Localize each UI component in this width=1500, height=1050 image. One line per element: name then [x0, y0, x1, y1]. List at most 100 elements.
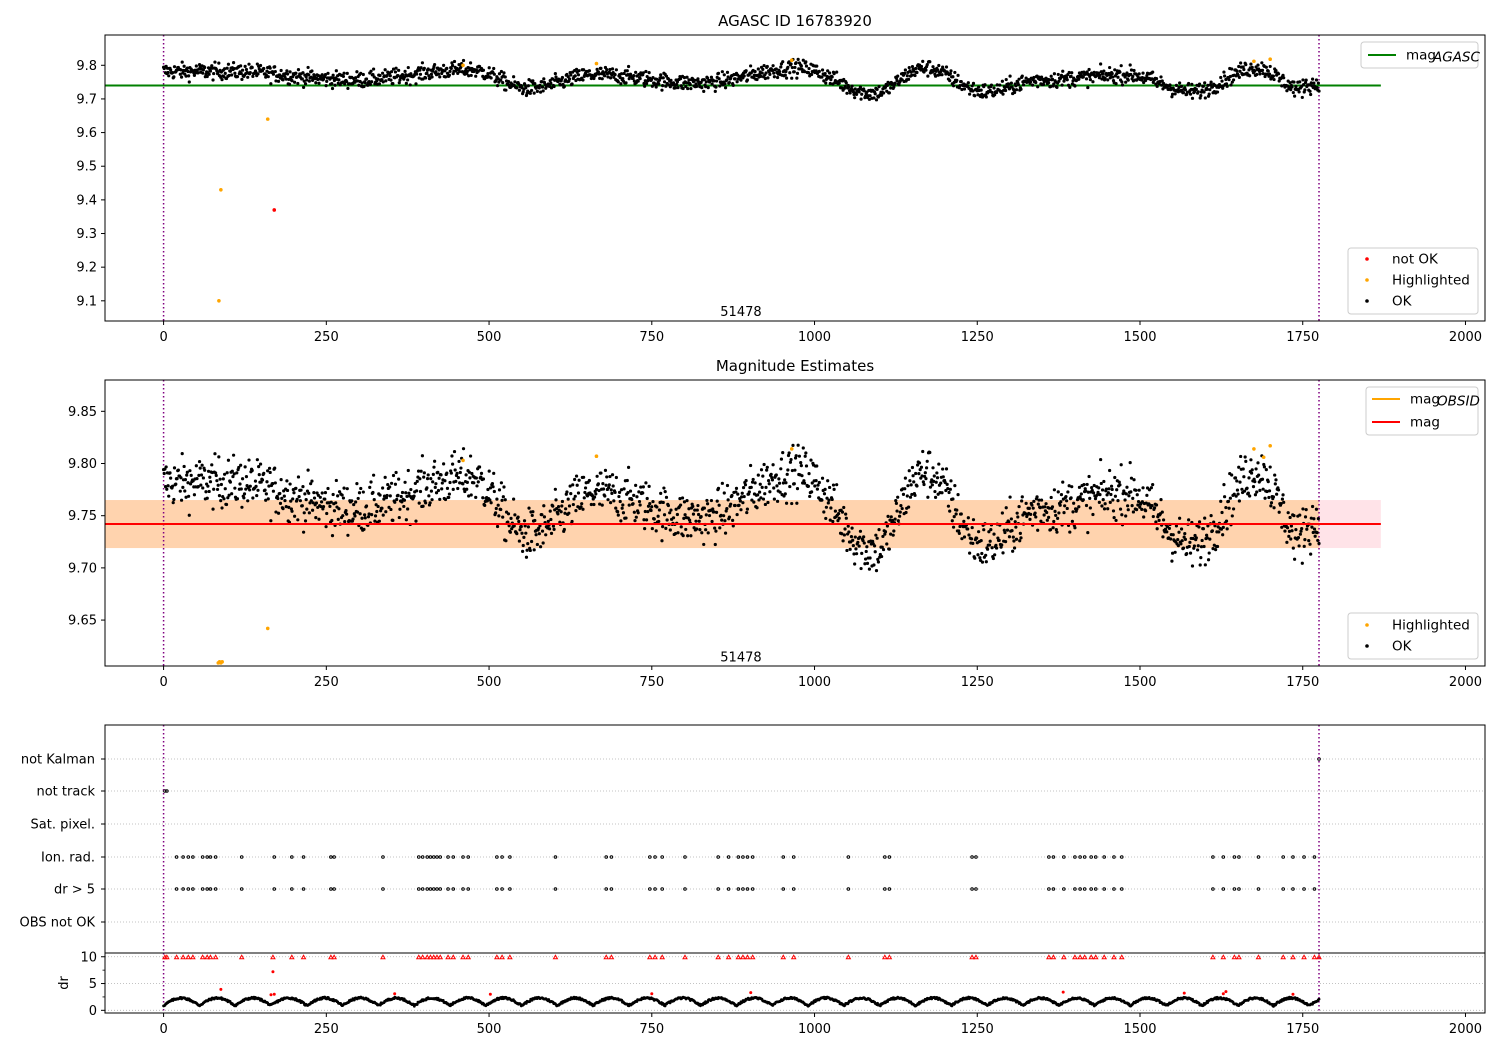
mid-ok-point — [451, 487, 455, 491]
mid-ok-point — [875, 536, 879, 540]
mid-ok-point — [340, 493, 344, 497]
mid-ok-point — [458, 481, 462, 485]
mid-ok-point — [711, 507, 715, 511]
mid-ok-point — [778, 490, 782, 494]
top-ok-point — [1219, 75, 1223, 80]
top-ok-point — [468, 61, 473, 65]
mid-ok-point — [1069, 496, 1073, 500]
mid-ok-point — [426, 473, 430, 477]
mid-ok-point — [790, 468, 794, 473]
top-ok-point — [1103, 76, 1107, 80]
mid-ok-point — [1235, 488, 1240, 492]
top-ok-point — [1293, 94, 1297, 98]
mid-ok-point — [1228, 496, 1232, 500]
top-ok-point — [1098, 73, 1102, 77]
top-highlighted-point — [1268, 57, 1272, 62]
mid-ok-point — [1044, 502, 1048, 506]
mid-ok-point — [1103, 502, 1107, 506]
mid-ok-point — [346, 533, 350, 537]
mid-ok-point — [1179, 527, 1184, 531]
mid-ok-point — [868, 556, 872, 560]
top-ok-point — [1285, 89, 1289, 93]
mid-ok-point — [501, 495, 505, 499]
top-ok-point — [562, 84, 566, 89]
mid-ok-point — [367, 512, 371, 516]
mid-ok-point — [1282, 500, 1286, 504]
mid-ok-point — [1191, 536, 1195, 541]
flag-point — [1051, 855, 1056, 859]
mid-ok-point — [299, 488, 303, 492]
mid-ok-point — [512, 524, 516, 528]
top-ok-point — [381, 80, 385, 84]
top-ok-point — [909, 70, 913, 74]
top-ok-point — [1016, 83, 1021, 87]
mid-ok-point — [675, 512, 679, 517]
mid-ok-point — [271, 482, 275, 486]
mid-ok-point — [643, 527, 647, 531]
top-highlighted-point — [217, 299, 221, 303]
top-ok-point — [569, 73, 573, 77]
top-ok-point — [989, 83, 994, 87]
mid-ok-point — [851, 538, 855, 542]
mid-ok-point — [1313, 534, 1317, 538]
mid-ok-point — [683, 513, 687, 517]
mid-ok-point — [631, 502, 635, 506]
top-ok-point — [905, 74, 909, 78]
mid-ok-point — [183, 478, 188, 482]
mid-ok-point — [1087, 474, 1091, 479]
mid-ok-point — [795, 501, 799, 505]
mid-ok-point — [833, 509, 837, 513]
top-ok-point — [636, 79, 640, 83]
mid-ok-point — [560, 504, 564, 508]
top-ok-point — [1110, 72, 1114, 76]
flag-point — [1112, 887, 1116, 891]
top-ok-point — [1303, 88, 1307, 92]
mid-ok-point — [1257, 473, 1261, 477]
top-ok-point — [1220, 79, 1224, 83]
mid-ok-point — [170, 484, 175, 488]
mid-ok-point — [381, 513, 385, 517]
top-ok-point — [727, 80, 732, 85]
mid-ok-point — [914, 471, 918, 476]
mid-ok-point — [451, 462, 455, 466]
top-ok-point — [820, 75, 824, 79]
mid-ok-point — [1143, 509, 1148, 513]
mid-ok-point — [687, 518, 692, 522]
mid-ok-point — [434, 482, 438, 486]
top-ok-point — [628, 72, 633, 76]
top-ok-point — [1160, 79, 1164, 83]
mid-ok-point — [881, 547, 886, 552]
mid-ok-point — [1092, 483, 1096, 488]
mid-ok-point — [220, 506, 224, 510]
mid-ok-point — [262, 471, 266, 475]
mid-ok-point — [320, 491, 324, 495]
mid-ok-point — [301, 530, 306, 534]
top-highlighted-point — [1252, 59, 1256, 64]
top-ok-point — [661, 84, 665, 88]
mid-ok-point — [455, 471, 459, 476]
top-ok-point — [767, 70, 771, 74]
top-ok-point — [1256, 63, 1260, 67]
mid-ok-point — [442, 462, 446, 466]
top-ok-point — [487, 66, 491, 70]
mid-ok-point — [1272, 506, 1276, 510]
mid-ok-point — [1015, 511, 1019, 515]
mid-ok-point — [424, 501, 428, 505]
top-ok-point — [887, 91, 891, 95]
mid-ok-point — [481, 477, 486, 481]
mid-ok-point — [384, 510, 388, 514]
flag-category-label: OBS not OK — [20, 916, 96, 931]
top-ok-point — [331, 73, 335, 77]
top-ok-point — [211, 78, 215, 82]
top-ok-point — [1071, 79, 1075, 83]
mid-ok-point — [885, 524, 890, 528]
top-ok-point — [1118, 70, 1122, 74]
mid-ok-point — [1130, 504, 1134, 508]
top-ok-point — [664, 84, 668, 88]
top-ok-point — [948, 72, 952, 76]
mid-ok-point — [1267, 489, 1272, 493]
mid-ok-point — [1252, 477, 1256, 481]
top-ok-point — [827, 75, 831, 79]
mid-ok-point — [571, 483, 575, 487]
mid-ok-point — [1283, 529, 1287, 533]
